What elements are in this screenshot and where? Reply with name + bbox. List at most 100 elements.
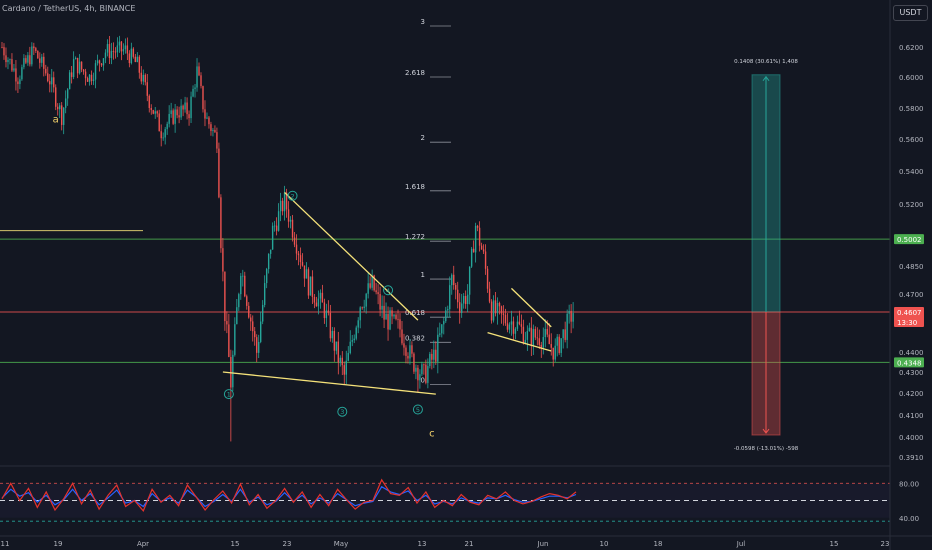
candle-body bbox=[365, 293, 367, 307]
oscillator-pane bbox=[0, 465, 932, 522]
candle-body bbox=[277, 211, 280, 231]
oscillator-tick-label: 80.00 bbox=[899, 480, 919, 488]
candle-body bbox=[447, 309, 449, 311]
candle-body bbox=[13, 68, 15, 71]
candle-body bbox=[393, 314, 395, 317]
candle-body bbox=[321, 292, 324, 303]
wave-label-circle bbox=[287, 190, 298, 201]
candle-body bbox=[252, 321, 254, 332]
candle-body bbox=[439, 333, 441, 335]
candle-body bbox=[375, 290, 377, 293]
candle-body bbox=[104, 52, 107, 59]
price-badge bbox=[894, 357, 924, 368]
candle-body bbox=[200, 75, 202, 87]
candle-body bbox=[526, 331, 529, 340]
candle-body bbox=[246, 296, 248, 306]
candle-body bbox=[164, 129, 166, 138]
candle-body bbox=[3, 47, 5, 56]
candle-body bbox=[176, 109, 178, 116]
candle-body bbox=[166, 123, 168, 130]
candle-body bbox=[371, 275, 373, 288]
fib-level-label: 3 bbox=[421, 18, 425, 26]
candle-body bbox=[279, 200, 282, 212]
candle-body bbox=[250, 317, 252, 322]
candle-body bbox=[309, 276, 312, 296]
candle-body bbox=[9, 59, 11, 60]
time-axis[interactable]: 11 19 Apr 15 23 May 13 21 Jun 10 18 Jul 15 23 bbox=[0, 535, 932, 548]
candle-body bbox=[317, 298, 320, 307]
wave-label: 5 bbox=[416, 406, 420, 414]
trendlines bbox=[222, 191, 552, 395]
candle-body bbox=[41, 56, 43, 63]
candle-body bbox=[512, 321, 515, 334]
time-tick-label: 13 bbox=[418, 540, 427, 548]
candle-body bbox=[132, 48, 135, 57]
candle-body bbox=[293, 237, 296, 245]
wave-label: a bbox=[53, 115, 59, 126]
candle-body bbox=[232, 354, 234, 388]
wave-label: c bbox=[429, 429, 435, 440]
wave-label-circle bbox=[223, 389, 234, 400]
long-position-tool[interactable]: 0.1408 (30.61%) 1,408 -0.0598 (-13.01%) -… bbox=[734, 59, 799, 452]
candle-body bbox=[457, 289, 459, 303]
candle-body bbox=[399, 319, 401, 330]
time-tick-label: 11 bbox=[1, 540, 10, 548]
candle-body bbox=[323, 302, 326, 319]
candle-body bbox=[33, 46, 35, 49]
candle-body bbox=[347, 353, 349, 361]
candle-body bbox=[369, 283, 371, 288]
candle-body bbox=[283, 192, 286, 212]
candle-body bbox=[385, 313, 387, 320]
candle-body bbox=[343, 365, 345, 375]
candle-body bbox=[349, 341, 351, 354]
trendline bbox=[222, 371, 436, 395]
candle-body bbox=[271, 225, 274, 250]
candle-body bbox=[389, 310, 391, 330]
price-tick-label: 0.4300 bbox=[899, 369, 924, 377]
candle-body bbox=[498, 302, 501, 307]
time-tick-label: 19 bbox=[54, 540, 63, 548]
candle-body bbox=[102, 58, 105, 66]
fib-level-label: 1.618 bbox=[405, 183, 425, 191]
candle-body bbox=[514, 328, 517, 334]
candle-body bbox=[472, 248, 475, 253]
candle-body bbox=[297, 253, 300, 256]
candle-body bbox=[506, 323, 509, 330]
candle-body bbox=[269, 249, 272, 254]
candle-body bbox=[216, 132, 218, 149]
candle-body bbox=[55, 87, 57, 107]
candle-body bbox=[136, 56, 139, 63]
candle-body bbox=[441, 324, 443, 334]
candle-body bbox=[488, 288, 491, 302]
candle-body bbox=[204, 109, 206, 119]
currency-button[interactable]: USDT bbox=[893, 5, 928, 21]
candle-body bbox=[564, 329, 566, 340]
candle-body bbox=[11, 59, 13, 71]
candle-body bbox=[530, 327, 533, 346]
candle-body bbox=[226, 321, 228, 325]
candle-body bbox=[106, 44, 109, 53]
candle-body bbox=[403, 343, 405, 348]
candle-body bbox=[142, 74, 144, 82]
candle-body bbox=[287, 209, 290, 222]
oscillator-line-red bbox=[1, 478, 577, 513]
candle-body bbox=[86, 78, 89, 82]
candle-body bbox=[188, 114, 190, 119]
candle-body bbox=[566, 313, 568, 340]
candle-body bbox=[419, 374, 421, 381]
candle-body bbox=[558, 336, 560, 353]
price-tick-label: 0.4400 bbox=[899, 349, 924, 357]
price-tick-label: 0.5600 bbox=[899, 136, 924, 144]
candle-body bbox=[401, 329, 403, 344]
candle-body bbox=[542, 337, 544, 348]
candle-body bbox=[182, 105, 184, 110]
candle-body bbox=[397, 318, 399, 320]
price-badge bbox=[894, 306, 924, 327]
candle-body bbox=[331, 330, 334, 339]
wave-label: 3 bbox=[340, 408, 344, 416]
price-axis[interactable]: 0.6200 0.6000 0.5800 0.5600 0.5400 0.5200 0.48… bbox=[889, 0, 932, 550]
candle-body bbox=[98, 60, 101, 64]
candle-body bbox=[333, 330, 336, 351]
